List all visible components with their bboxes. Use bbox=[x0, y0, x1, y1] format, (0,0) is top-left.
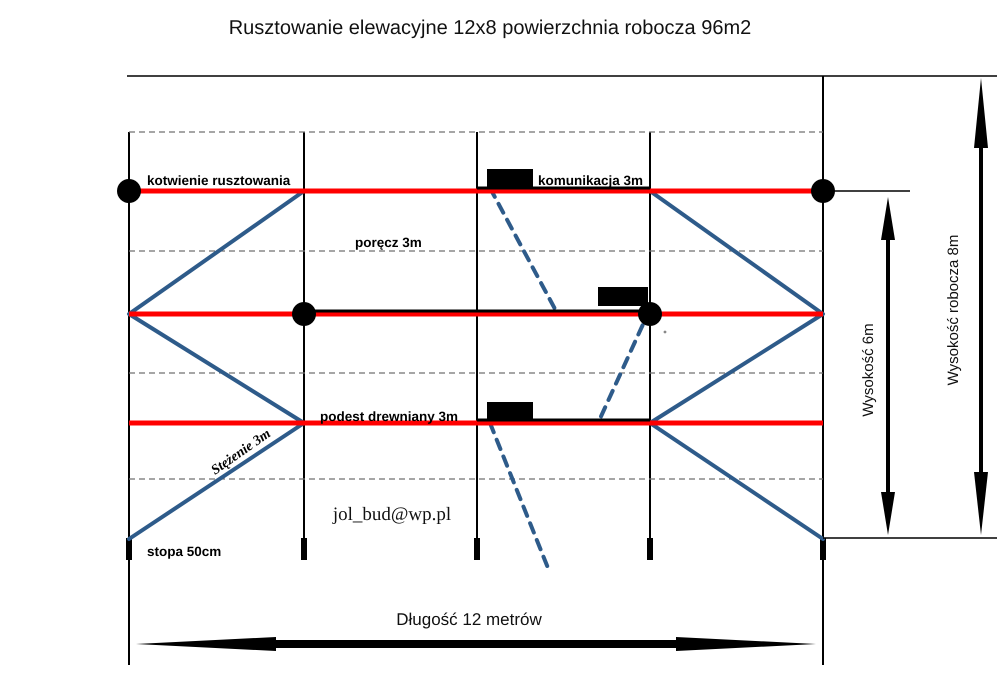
svg-text:Wysokość robocza 8m: Wysokość robocza 8m bbox=[945, 235, 962, 386]
svg-text:Rusztowanie elewacyjne 12x8 po: Rusztowanie elewacyjne 12x8 powierzchnia… bbox=[229, 17, 752, 39]
svg-text:komunikacja 3m: komunikacja 3m bbox=[538, 173, 643, 188]
svg-text:Długość 12 metrów: Długość 12 metrów bbox=[396, 610, 542, 629]
svg-text:Wysokość 6m: Wysokość 6m bbox=[860, 323, 877, 416]
svg-text:jol_bud@wp.pl: jol_bud@wp.pl bbox=[332, 504, 451, 525]
svg-text:stopa 50cm: stopa 50cm bbox=[147, 544, 221, 559]
svg-text:podest drewniany 3m: podest drewniany 3m bbox=[320, 409, 458, 424]
svg-text:kotwienie rusztowania: kotwienie rusztowania bbox=[147, 173, 291, 188]
svg-text:poręcz 3m: poręcz 3m bbox=[355, 235, 422, 250]
svg-text:Stężenie 3m: Stężenie 3m bbox=[209, 426, 274, 478]
